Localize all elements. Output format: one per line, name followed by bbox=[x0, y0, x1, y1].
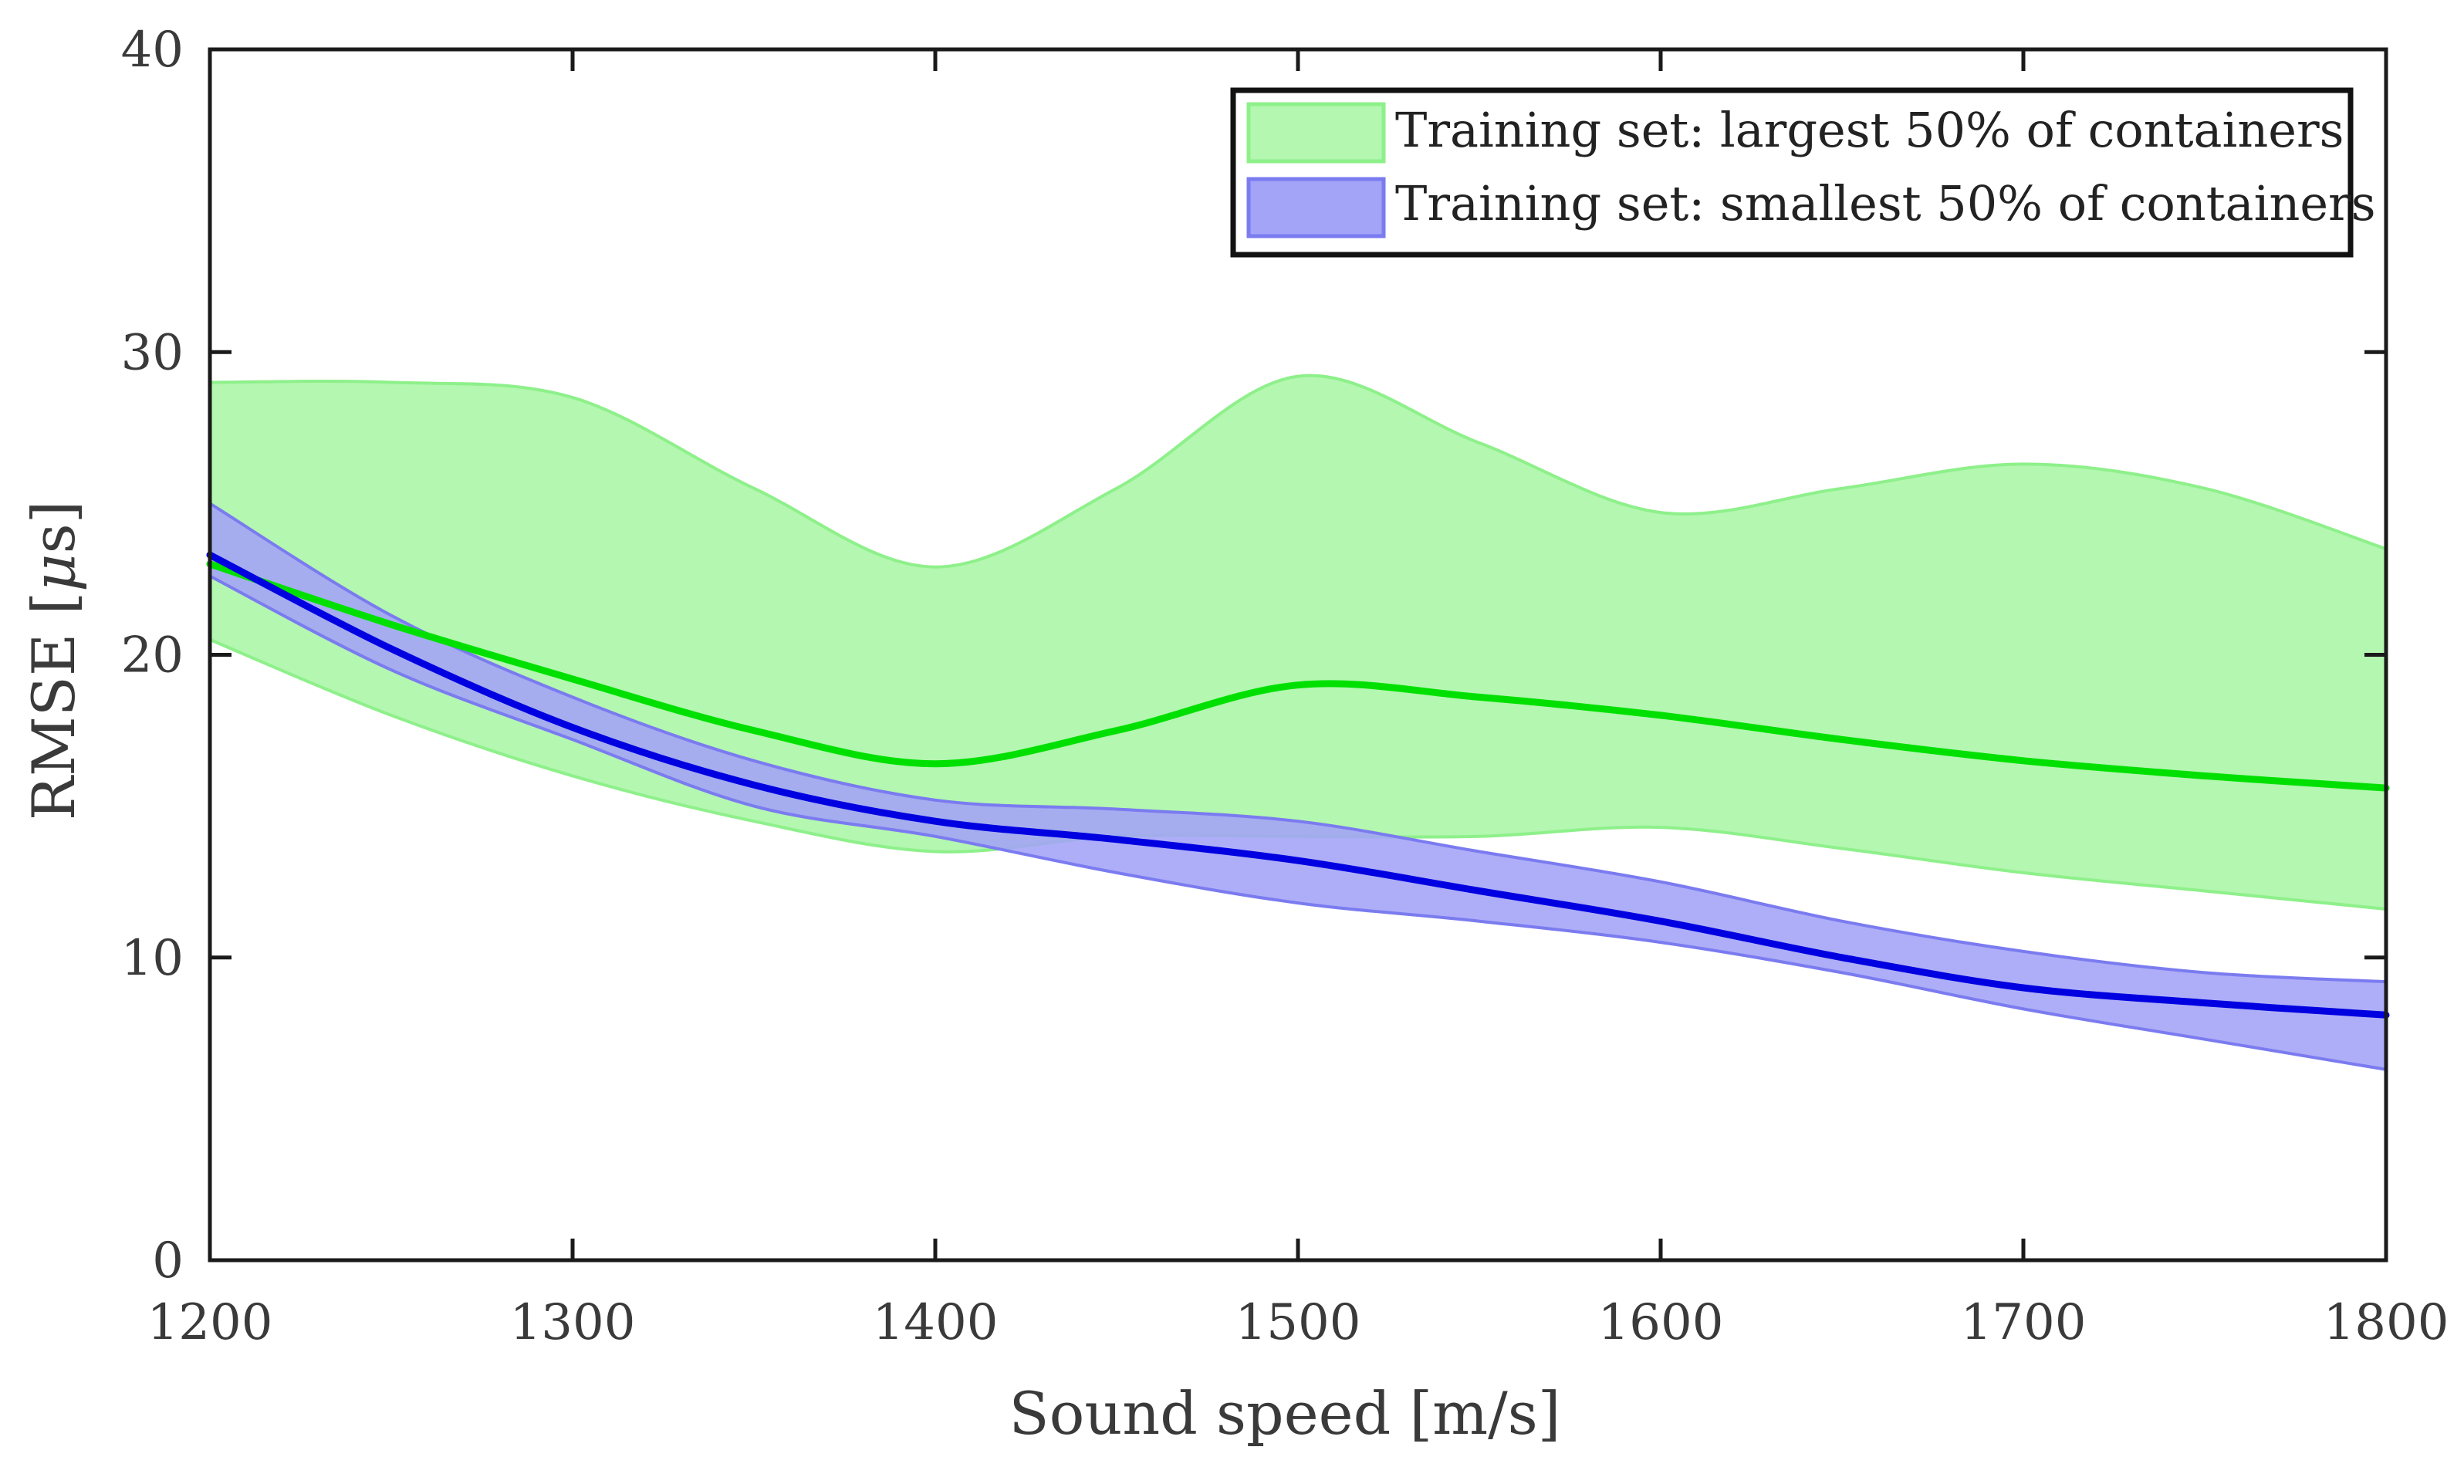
y-tick-label-20: 20 bbox=[121, 627, 184, 685]
y-axis-label-suffix: s] bbox=[19, 501, 88, 554]
x-axis-label: Sound speed [m/s] bbox=[1009, 1379, 1561, 1448]
x-tick-label-1500: 1500 bbox=[1235, 1294, 1361, 1351]
x-tick-label-1300: 1300 bbox=[510, 1294, 636, 1351]
legend: Training set: largest 50% of containers … bbox=[1230, 87, 2376, 258]
legend-swatch-largest bbox=[1246, 102, 1386, 164]
legend-box bbox=[1230, 87, 2354, 258]
x-tick-label-1600: 1600 bbox=[1598, 1294, 1724, 1351]
y-tick-label-30: 30 bbox=[121, 324, 184, 381]
y-tick-label-10: 10 bbox=[121, 930, 184, 987]
y-axis-label-mu: μ bbox=[19, 553, 88, 591]
x-tick-label-1800: 1800 bbox=[2324, 1294, 2449, 1351]
bands-layer bbox=[208, 374, 2388, 1072]
lines-layer bbox=[206, 551, 2390, 1019]
mean-line-largest bbox=[206, 560, 2390, 792]
legend-label-largest: Training set: largest 50% of containers bbox=[1395, 102, 2344, 158]
x-tick-label-1400: 1400 bbox=[873, 1294, 999, 1351]
tick-labels: 1200 1300 1400 1500 1600 1700 1800 0 10 20 30 40 bbox=[121, 22, 2449, 1351]
mean-line-smallest bbox=[206, 551, 2390, 1019]
y-tick-label-40: 40 bbox=[121, 22, 184, 79]
x-tick-label-1700: 1700 bbox=[1961, 1294, 2087, 1351]
legend-label-smallest: Training set: smallest 50% of containers bbox=[1395, 175, 2376, 232]
y-axis-label-prefix: RMSE [ bbox=[19, 592, 88, 820]
legend-swatch-smallest bbox=[1246, 177, 1386, 238]
y-tick-label-0: 0 bbox=[152, 1232, 184, 1290]
y-axis-label: RMSE [μs] bbox=[19, 501, 88, 820]
x-tick-label-1200: 1200 bbox=[147, 1294, 273, 1351]
ticks-layer bbox=[208, 47, 2388, 1263]
